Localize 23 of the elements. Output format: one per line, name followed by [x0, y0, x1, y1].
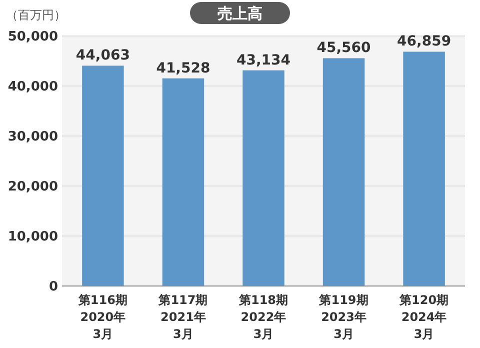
x-tick-label: 第120期 2024年 3月	[398, 293, 449, 341]
x-tick-label: 第119期 2023年 3月	[318, 293, 368, 341]
bar	[162, 78, 204, 286]
y-tick-label: 30,000	[8, 130, 58, 145]
x-tick-label: 第116期 2020年 3月	[77, 293, 128, 341]
y-tick-label: 0	[48, 280, 58, 295]
y-axis-title: （百万円）	[6, 8, 66, 22]
x-tick-label: 第117期 2021年 3月	[158, 293, 208, 341]
data-label: 46,859	[397, 34, 452, 50]
bar	[403, 52, 445, 286]
data-label: 45,560	[316, 40, 372, 56]
data-label: 41,528	[156, 60, 210, 76]
y-tick-label: 40,000	[8, 80, 58, 95]
x-tick-label: 第118期 2022年 3月	[238, 293, 288, 341]
bar	[322, 58, 365, 286]
bar	[242, 70, 284, 286]
chart-title: 売上高	[218, 4, 262, 22]
data-label: 44,063	[76, 48, 130, 64]
y-tick-label: 10,000	[8, 230, 58, 245]
data-label: 43,134	[236, 52, 291, 68]
y-tick-label: 50,000	[8, 30, 58, 45]
y-tick-label: 20,000	[8, 180, 58, 195]
bar	[82, 66, 124, 286]
